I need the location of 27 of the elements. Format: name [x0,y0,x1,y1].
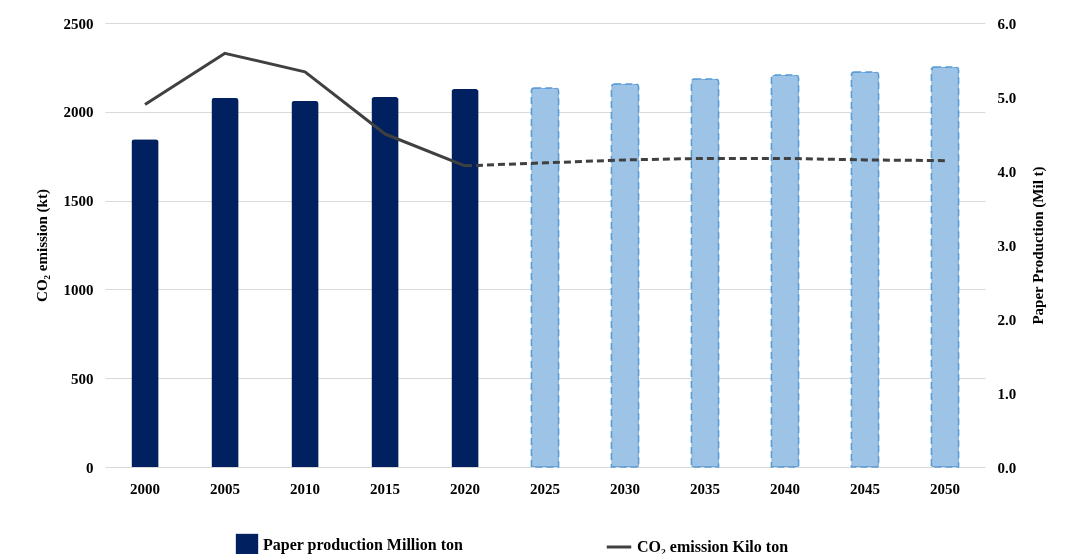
y-tick-label: 0 [86,459,94,476]
y2-tick-label: 2.0 [997,311,1017,328]
y-tick-label: 2000 [63,104,94,121]
x-tick-label: 2000 [130,480,160,497]
y2-axis-title: Paper Production (Mil t) [1030,166,1048,325]
y2-tick-label: 4.0 [997,163,1017,180]
y-tick-label: 500 [71,370,94,387]
x-tick-label: 2020 [450,480,480,497]
y2-tick-label: 0.0 [997,459,1017,476]
x-tick-label: 2030 [610,480,640,497]
x-tick-label: 2035 [690,480,720,497]
x-tick-label: 2045 [850,480,880,497]
x-tick-label: 2015 [370,480,400,497]
y-axis-title: CO₂ emission (kt) [33,189,51,302]
y2-tick-label: 1.0 [997,385,1017,402]
legend-label: Paper production Million ton [263,536,463,554]
y-tick-label: 1500 [63,193,94,210]
x-tick-label: 2025 [530,480,560,497]
x-tick-label: 2040 [770,480,800,497]
y-tick-label: 2500 [63,15,94,32]
x-tick-label: 2005 [210,480,240,497]
x-tick-label: 2050 [930,480,960,497]
y2-tick-label: 5.0 [997,89,1017,106]
y-tick-label: 1000 [63,281,94,298]
x-tick-label: 2010 [290,480,320,497]
y2-tick-label: 3.0 [997,237,1017,254]
y2-tick-label: 6.0 [997,15,1017,32]
